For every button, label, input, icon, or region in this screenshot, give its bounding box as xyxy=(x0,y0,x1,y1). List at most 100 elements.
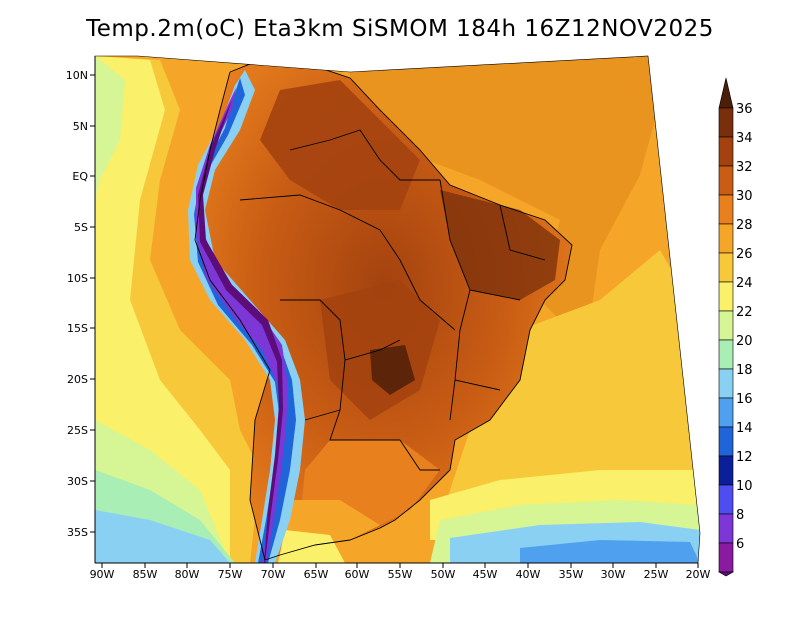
lon-label-20w: 20W xyxy=(686,568,711,581)
lon-tick-25w: 25W xyxy=(644,563,669,581)
lon-label-45w: 45W xyxy=(473,568,498,581)
chart-title: Temp.2m(oC) Eta3km SiSMOM 184h 16Z12NOV2… xyxy=(86,16,714,42)
colorbar-swatch xyxy=(718,397,734,428)
colorbar-label: 12 xyxy=(736,450,753,465)
lat-ticks: 10N 5N EQ 5S 10S 15S 20S 25S xyxy=(66,69,95,539)
lat-label-15s: 15S xyxy=(67,322,88,335)
colorbar-swatch xyxy=(718,252,734,283)
lat-label-10s: 10S xyxy=(67,272,88,285)
lat-label-10n: 10N xyxy=(66,69,88,82)
lon-tick-80w: 80W xyxy=(175,563,200,581)
andes-ridge-core xyxy=(198,100,283,563)
andes-ridge-purple xyxy=(196,88,288,563)
colorbar-swatch xyxy=(718,310,734,341)
map-domain xyxy=(95,56,700,563)
colorbar-top-arrow xyxy=(718,77,734,109)
colorbar: 36 34 32 30 28 26 24 22 20 18 16 14 12 10 8 6 xyxy=(717,77,753,577)
colorbar-swatch xyxy=(718,281,734,312)
colorbar-label: 8 xyxy=(736,508,744,523)
lat-tick-30s: 30S xyxy=(67,475,95,488)
colorbar-swatch xyxy=(718,484,734,515)
colorbar-label: 22 xyxy=(736,305,753,320)
lat-label-30s: 30S xyxy=(67,475,88,488)
colorbar-label: 18 xyxy=(736,363,753,378)
colorbar-swatch xyxy=(718,513,734,544)
lon-label-85w: 85W xyxy=(133,568,158,581)
colorbar-label: 10 xyxy=(736,479,753,494)
colorbar-label: 16 xyxy=(736,392,753,407)
colorbar-label: 20 xyxy=(736,334,753,349)
lon-label-40w: 40W xyxy=(516,568,541,581)
interior-hot-northeast xyxy=(440,190,560,300)
lat-tick-5s: 5S xyxy=(74,221,95,234)
colorbar-label: 30 xyxy=(736,189,753,204)
colorbar-bottom-arrow xyxy=(717,571,735,577)
country-borders xyxy=(194,59,573,561)
lat-tick-5n: 5N xyxy=(73,120,95,133)
lat-label-eq: EQ xyxy=(72,170,88,183)
colorbar-label: 32 xyxy=(736,160,753,175)
patagonia-pale xyxy=(278,530,345,563)
lon-tick-70w: 70W xyxy=(261,563,286,581)
colorbar-label: 24 xyxy=(736,276,753,291)
colorbar-swatch xyxy=(718,107,734,138)
colorbar-label: 28 xyxy=(736,218,753,233)
lon-tick-55w: 55W xyxy=(388,563,413,581)
colorbar-swatch xyxy=(718,165,734,196)
interior-hottest xyxy=(370,345,415,395)
lon-tick-60w: 60W xyxy=(345,563,370,581)
colorbar-swatch xyxy=(718,426,734,457)
lon-ticks: 90W 85W 80W 75W 70W 65W 60W 55W 50W 45W … xyxy=(90,563,711,581)
lon-label-30w: 30W xyxy=(601,568,626,581)
lon-tick-90w: 90W xyxy=(90,563,115,581)
pacific-blue xyxy=(95,510,230,563)
colorbar-swatch xyxy=(718,455,734,486)
lon-tick-85w: 85W xyxy=(133,563,158,581)
lon-tick-20w: 20W xyxy=(686,563,711,581)
lon-label-50w: 50W xyxy=(431,568,456,581)
lon-tick-75w: 75W xyxy=(218,563,243,581)
lat-tick-35s: 35S xyxy=(67,526,95,539)
lat-tick-25s: 25S xyxy=(67,424,95,437)
lon-label-75w: 75W xyxy=(218,568,243,581)
lon-label-70w: 70W xyxy=(261,568,286,581)
tropical-atlantic-warm xyxy=(350,56,655,320)
lon-tick-50w: 50W xyxy=(431,563,456,581)
colorbar-swatch xyxy=(718,368,734,399)
colorbar-label: 34 xyxy=(736,131,753,146)
lon-label-55w: 55W xyxy=(388,568,413,581)
lon-label-25w: 25W xyxy=(644,568,669,581)
colorbar-swatch xyxy=(718,542,734,573)
colorbar-swatch xyxy=(718,194,734,225)
lon-tick-45w: 45W xyxy=(473,563,498,581)
lon-tick-65w: 65W xyxy=(304,563,329,581)
lon-label-80w: 80W xyxy=(175,568,200,581)
lon-tick-35w: 35W xyxy=(559,563,584,581)
lat-label-5s: 5S xyxy=(74,221,88,234)
lon-label-60w: 60W xyxy=(345,568,370,581)
colorbar-label: 6 xyxy=(736,537,744,552)
lon-label-90w: 90W xyxy=(90,568,115,581)
lon-tick-30w: 30W xyxy=(601,563,626,581)
lat-tick-20s: 20S xyxy=(67,373,95,386)
lat-tick-10n: 10N xyxy=(66,69,95,82)
lat-tick-15s: 15S xyxy=(67,322,95,335)
lon-label-35w: 35W xyxy=(559,568,584,581)
lat-tick-eq: EQ xyxy=(72,170,95,183)
lat-label-35s: 35S xyxy=(67,526,88,539)
lon-label-65w: 65W xyxy=(304,568,329,581)
colorbar-swatch xyxy=(718,223,734,254)
south-atlantic-yellow xyxy=(440,250,700,540)
colorbar-swatch xyxy=(718,136,734,167)
pacific-pale-yellow xyxy=(95,56,230,563)
south-atlantic-blue xyxy=(520,540,700,563)
lat-label-20s: 20S xyxy=(67,373,88,386)
colorbar-label: 26 xyxy=(736,247,753,262)
colorbar-label: 36 xyxy=(736,102,753,117)
lat-label-5n: 5N xyxy=(73,120,88,133)
interior-hot-north xyxy=(260,80,420,210)
lat-tick-10s: 10S xyxy=(67,272,95,285)
colorbar-swatch xyxy=(718,339,734,370)
colorbar-label: 14 xyxy=(736,421,753,436)
